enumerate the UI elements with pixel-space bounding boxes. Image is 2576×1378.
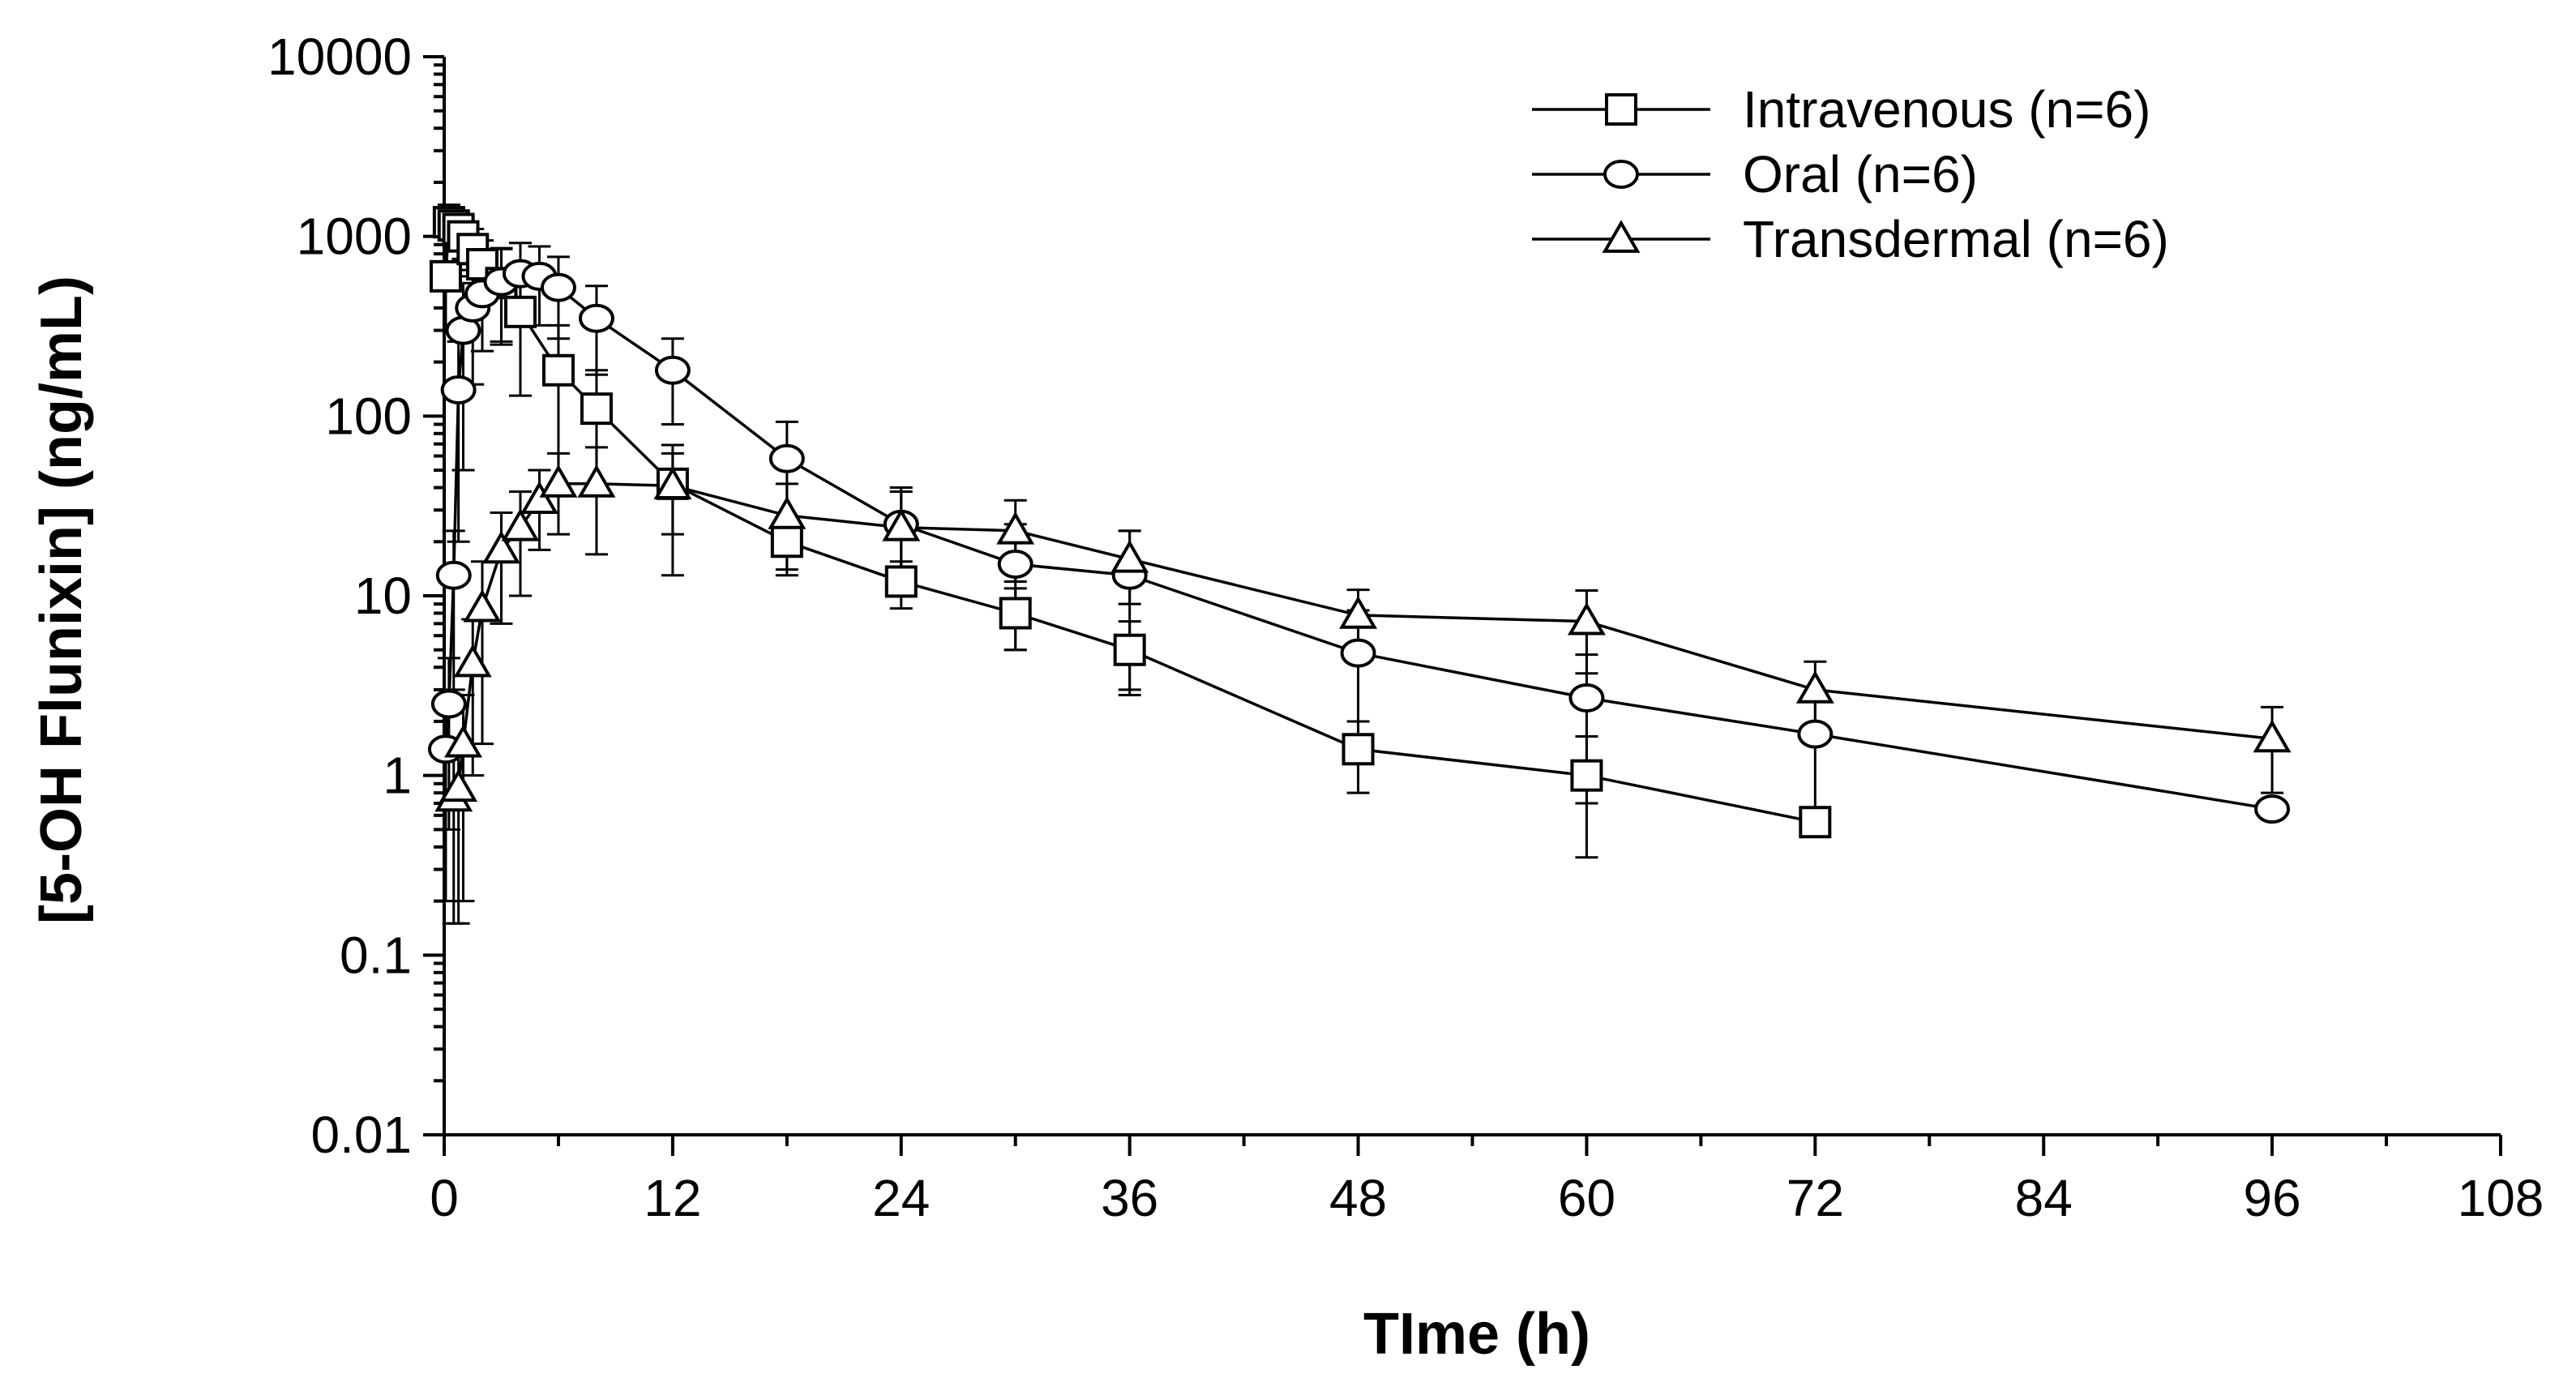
intravenous-point xyxy=(1570,759,1603,792)
transdermal-point xyxy=(996,511,1035,545)
legend-label-intravenous: Intravenous (n=6) xyxy=(1743,80,2150,139)
intravenous-point xyxy=(541,353,575,387)
x-tick-label: 24 xyxy=(872,1169,930,1227)
y-tick-label: 0.01 xyxy=(310,1106,412,1164)
transdermal-point xyxy=(882,507,921,541)
y-tick-label: 10000 xyxy=(267,28,412,86)
y-tick-label: 100 xyxy=(325,387,412,445)
transdermal-point xyxy=(501,507,540,541)
intravenous-point xyxy=(884,565,918,598)
oral-point xyxy=(430,689,467,719)
oral-point xyxy=(440,374,477,404)
x-tick-label: 36 xyxy=(1101,1169,1158,1227)
intravenous-point xyxy=(1341,733,1375,766)
oral-point xyxy=(768,443,805,473)
transdermal-point xyxy=(463,588,502,623)
legend-label-transdermal: Transdermal (n=6) xyxy=(1743,210,2169,268)
transdermal-point xyxy=(482,530,520,564)
y-tick-label: 1000 xyxy=(297,208,412,266)
series-markers xyxy=(427,206,2291,839)
transdermal-point xyxy=(453,644,492,678)
axes: 0.01 0.1 1 10 100 1000 10000 0 12 24 36 48 60 72 84 96 1… xyxy=(267,28,2544,1227)
error-bars xyxy=(434,203,2284,925)
legend-marker-transdermal xyxy=(1602,220,1641,253)
y-tick-label: 0.1 xyxy=(340,926,412,984)
x-tick-label: 84 xyxy=(2015,1169,2073,1227)
oral-point xyxy=(1340,638,1376,668)
x-axis-title: TIme (h) xyxy=(1363,1302,1590,1367)
legend-marker-intravenous xyxy=(1605,93,1637,126)
intravenous-series-line xyxy=(444,219,1816,824)
intravenous-point xyxy=(1799,806,1832,839)
transdermal-point xyxy=(1339,596,1378,629)
legend: Intravenous (n=6) Oral (n=6) Transdermal (… xyxy=(1532,80,2169,268)
oral-point xyxy=(2254,794,2291,824)
x-tick-label: 72 xyxy=(1787,1169,1844,1227)
x-tick-label: 12 xyxy=(644,1169,701,1227)
legend-label-oral: Oral (n=6) xyxy=(1743,145,1978,203)
oral-point xyxy=(654,355,691,385)
x-tick-label: 60 xyxy=(1558,1169,1615,1227)
transdermal-point xyxy=(539,464,578,498)
y-tick-label: 1 xyxy=(383,747,412,805)
oral-point xyxy=(1568,683,1605,713)
transdermal-point xyxy=(1110,539,1149,573)
oral-point xyxy=(997,549,1033,579)
transdermal-point xyxy=(653,466,692,500)
y-axis-title: [5-OH Flunixin] (ng/mL) xyxy=(29,276,94,924)
intravenous-point xyxy=(770,525,803,558)
oral-point xyxy=(540,272,576,302)
intravenous-point xyxy=(429,259,462,293)
oral-point xyxy=(435,560,472,590)
intravenous-point xyxy=(999,597,1032,630)
oral-point xyxy=(1797,719,1834,749)
oral-point xyxy=(578,303,614,333)
x-tick-label: 0 xyxy=(430,1169,459,1227)
x-tick-label: 108 xyxy=(2458,1169,2544,1227)
transdermal-point xyxy=(1795,670,1834,704)
intravenous-point xyxy=(580,392,613,426)
transdermal-point xyxy=(577,464,616,498)
y-tick-label: 10 xyxy=(354,567,412,625)
transdermal-point xyxy=(444,724,482,758)
legend-marker-oral xyxy=(1603,160,1639,189)
intravenous-point xyxy=(503,295,537,328)
x-tick-label: 48 xyxy=(1329,1169,1387,1227)
transdermal-point xyxy=(439,768,478,802)
transdermal-point xyxy=(1567,601,1606,636)
transdermal-point xyxy=(768,496,807,529)
intravenous-point xyxy=(1113,633,1146,666)
x-tick-label: 96 xyxy=(2244,1169,2301,1227)
transdermal-point xyxy=(2253,719,2291,753)
transdermal-point xyxy=(520,481,558,515)
